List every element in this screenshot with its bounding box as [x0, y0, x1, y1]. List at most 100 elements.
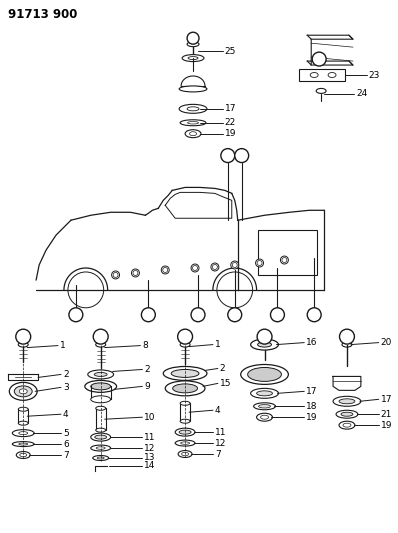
Circle shape	[235, 149, 249, 163]
Circle shape	[163, 268, 168, 272]
Ellipse shape	[180, 419, 190, 423]
Text: 22: 22	[225, 118, 236, 127]
Text: H: H	[316, 54, 323, 63]
Text: C: C	[195, 310, 201, 319]
Circle shape	[133, 270, 138, 276]
Text: 2: 2	[144, 365, 150, 374]
Bar	[96, 408, 105, 430]
Text: 4: 4	[63, 410, 68, 419]
Ellipse shape	[333, 397, 361, 406]
Ellipse shape	[96, 406, 105, 410]
Ellipse shape	[257, 413, 273, 421]
Text: 19: 19	[225, 129, 236, 138]
Ellipse shape	[91, 433, 111, 441]
Circle shape	[113, 272, 118, 278]
Ellipse shape	[88, 370, 113, 379]
Text: H: H	[224, 151, 231, 160]
Text: A: A	[73, 310, 79, 319]
Ellipse shape	[251, 339, 279, 350]
Circle shape	[131, 269, 139, 277]
Circle shape	[93, 329, 108, 344]
Circle shape	[232, 263, 237, 268]
Text: 6: 6	[63, 440, 69, 449]
Ellipse shape	[96, 428, 105, 432]
Text: 10: 10	[144, 413, 156, 422]
Text: 1: 1	[60, 341, 66, 350]
Circle shape	[339, 329, 354, 344]
Ellipse shape	[163, 367, 207, 381]
Circle shape	[191, 264, 199, 272]
Circle shape	[178, 329, 193, 344]
Ellipse shape	[241, 365, 289, 384]
Ellipse shape	[336, 410, 358, 418]
Ellipse shape	[179, 104, 207, 114]
Circle shape	[282, 257, 287, 263]
Ellipse shape	[175, 428, 195, 436]
Text: B: B	[98, 332, 104, 341]
Text: C: C	[182, 332, 188, 341]
Circle shape	[191, 308, 205, 322]
Text: 19: 19	[381, 421, 392, 430]
Text: A: A	[20, 332, 27, 341]
Text: 20: 20	[381, 338, 392, 347]
Ellipse shape	[180, 120, 206, 126]
Text: 17: 17	[381, 395, 392, 404]
Circle shape	[228, 308, 242, 322]
Ellipse shape	[341, 412, 353, 416]
Text: 1: 1	[215, 340, 220, 349]
Ellipse shape	[339, 421, 355, 429]
Text: E: E	[275, 310, 280, 319]
Circle shape	[257, 329, 272, 344]
Ellipse shape	[9, 382, 37, 400]
Ellipse shape	[175, 440, 195, 446]
Text: 15: 15	[220, 379, 231, 388]
Text: 7: 7	[63, 450, 69, 459]
Text: G: G	[189, 34, 197, 43]
Text: 17: 17	[306, 387, 318, 396]
Ellipse shape	[96, 342, 105, 347]
Ellipse shape	[251, 389, 279, 398]
Text: 24: 24	[356, 90, 367, 99]
Ellipse shape	[254, 403, 275, 410]
Text: 12: 12	[215, 439, 226, 448]
Text: E: E	[344, 332, 350, 341]
Ellipse shape	[14, 386, 32, 397]
Ellipse shape	[16, 451, 30, 458]
Circle shape	[111, 271, 119, 279]
Ellipse shape	[91, 445, 111, 451]
Ellipse shape	[18, 421, 28, 425]
Bar	[180, 403, 190, 421]
Ellipse shape	[12, 430, 34, 437]
Ellipse shape	[180, 401, 190, 405]
Text: 18: 18	[306, 402, 318, 411]
Ellipse shape	[91, 396, 111, 403]
Text: 21: 21	[381, 410, 392, 419]
Circle shape	[257, 261, 262, 265]
Circle shape	[211, 263, 219, 271]
Ellipse shape	[18, 342, 28, 347]
Ellipse shape	[85, 381, 117, 392]
Text: 9: 9	[144, 382, 150, 391]
Ellipse shape	[339, 399, 355, 404]
Text: 8: 8	[142, 341, 148, 350]
Text: 19: 19	[306, 413, 318, 422]
Circle shape	[281, 256, 289, 264]
Text: 12: 12	[144, 443, 156, 453]
Ellipse shape	[248, 367, 281, 382]
Text: 16: 16	[306, 338, 318, 347]
Ellipse shape	[182, 54, 204, 62]
Ellipse shape	[12, 441, 34, 447]
Ellipse shape	[180, 342, 190, 347]
Text: 17: 17	[225, 104, 236, 114]
Text: 5: 5	[63, 429, 69, 438]
Ellipse shape	[91, 383, 111, 390]
Circle shape	[141, 308, 155, 322]
Text: 4: 4	[215, 406, 220, 415]
Text: 11: 11	[144, 433, 156, 442]
Ellipse shape	[257, 391, 273, 396]
Text: D: D	[232, 310, 238, 319]
Text: 2: 2	[220, 364, 226, 373]
Text: B: B	[146, 310, 151, 319]
Text: 25: 25	[225, 46, 236, 55]
Text: 3: 3	[63, 383, 69, 392]
